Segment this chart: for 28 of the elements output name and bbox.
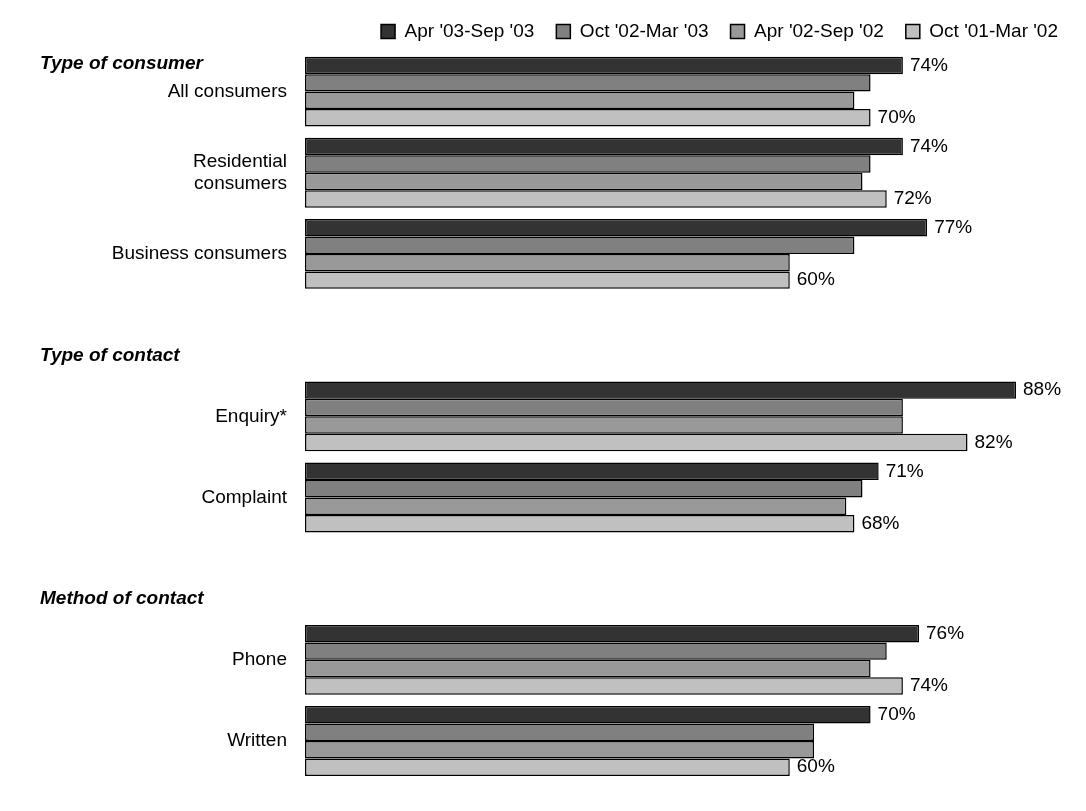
data-label: 88%	[1023, 378, 1062, 400]
data-label: 71%	[885, 459, 924, 481]
y-tick-label: Phone	[232, 648, 287, 670]
y-tick-label: Residential consumers	[193, 149, 287, 194]
y-tick-label: Complaint	[201, 485, 288, 507]
text: Method of contact	[40, 587, 205, 609]
text: Type of contact	[40, 343, 181, 365]
data-label: 60%	[796, 755, 835, 777]
data-label: 60%	[796, 268, 835, 290]
data-label: 68%	[861, 511, 900, 533]
y-tick-label: Business consumers	[111, 242, 287, 264]
data-label: 77%	[934, 216, 973, 237]
data-label: 74%	[909, 674, 949, 696]
data-label: 72%	[893, 187, 932, 209]
data-label: 74%	[909, 134, 949, 156]
legend-label: Apr '03-Sep '03	[404, 19, 535, 41]
data-label: 74%	[909, 53, 949, 75]
text: Type of consumer	[40, 52, 205, 74]
y-tick-label: Enquiry*	[215, 404, 288, 426]
data-label: 70%	[877, 106, 916, 127]
legend-label: Oct '01-Mar '02	[929, 19, 1058, 41]
data-label: 82%	[974, 430, 1013, 452]
legend-label: Oct '02-Mar '03	[579, 19, 709, 41]
data-label: 70%	[877, 703, 916, 725]
data-label: 76%	[926, 621, 965, 643]
legend-label: Apr '02-Sep '02	[754, 19, 884, 41]
y-tick-label: Written	[227, 729, 287, 751]
y-tick-label: All consumers	[167, 79, 287, 101]
